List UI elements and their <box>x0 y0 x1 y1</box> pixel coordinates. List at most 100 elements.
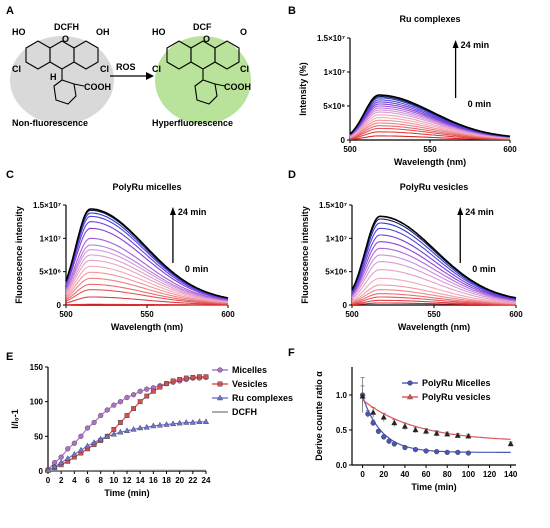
data-point <box>64 455 71 461</box>
dcf-o: O <box>240 27 247 37</box>
spectrum-curve <box>351 227 517 300</box>
x-tick-label: 20 <box>175 476 184 485</box>
data-point <box>144 386 150 392</box>
data-point <box>58 459 65 465</box>
spectrum-curve <box>351 247 517 301</box>
spectrum-curve <box>349 94 511 137</box>
x-tick-label: 22 <box>188 476 197 485</box>
y-tick-label: 1×10⁷ <box>326 234 347 243</box>
data-point <box>196 418 203 424</box>
dcfh-cl-right: Cl <box>100 64 109 74</box>
x-tick-label: 100 <box>462 470 476 479</box>
y-tick-label: 1.0 <box>336 391 348 400</box>
spectrum-curve <box>351 215 517 299</box>
data-point <box>98 412 104 419</box>
y-tick-label: 1.5×10⁷ <box>317 34 345 43</box>
y-tick-label: 0 <box>39 467 44 476</box>
data-point <box>150 422 157 429</box>
data-point <box>197 374 202 380</box>
data-point <box>433 430 440 436</box>
y-tick-label: 5×10⁶ <box>325 268 347 277</box>
x-tick-label: 0 <box>46 476 51 485</box>
x-tick-label: 8 <box>98 476 103 485</box>
data-point <box>164 381 169 387</box>
legend-label: PolyRu vesicles <box>422 392 491 402</box>
chart-title: PolyRu micelles <box>112 182 181 192</box>
spectrum-curve <box>66 303 229 306</box>
spectrum-curve <box>65 221 229 300</box>
y-tick-label: 150 <box>30 363 44 372</box>
data-point <box>375 428 382 435</box>
data-point <box>84 425 91 431</box>
data-point <box>412 447 419 453</box>
x-tick-label: 500 <box>343 145 357 154</box>
x-tick-label: 550 <box>140 310 154 319</box>
x-tick-label: 40 <box>400 470 409 479</box>
legend-label: Micelles <box>232 365 267 375</box>
data-point <box>170 420 177 427</box>
y-tick-label: 0 <box>343 301 348 310</box>
data-point <box>434 449 440 455</box>
data-point <box>183 375 189 381</box>
data-point <box>359 392 366 399</box>
data-point <box>71 440 77 446</box>
legend-label: DCFH <box>232 407 257 417</box>
data-point <box>391 441 397 447</box>
panel-letter-e: E <box>6 351 13 363</box>
data-point <box>104 432 111 439</box>
dcf-cl-right: Cl <box>240 64 249 74</box>
time-arrow-head <box>452 40 459 48</box>
data-point <box>144 393 150 399</box>
spectrum-curve <box>65 244 229 302</box>
x-tick-label: 140 <box>504 470 518 479</box>
spectrum-curve <box>351 269 517 303</box>
dcfh-ring-o: O <box>62 34 69 44</box>
dcfh-name: DCFH <box>54 22 79 32</box>
data-point <box>104 407 110 413</box>
data-point <box>391 419 398 426</box>
spectrum-curve <box>351 277 516 304</box>
y-axis-label: Fluorescence intensity <box>300 206 310 304</box>
dcf-cooh: COOH <box>224 82 251 92</box>
x-tick-label: 10 <box>109 476 118 485</box>
data-point <box>130 425 137 432</box>
x-tick-label: 16 <box>149 476 158 485</box>
dcfh-oh: OH <box>96 27 110 37</box>
time-start-label: 0 min <box>185 264 209 274</box>
dcfh-ho: HO <box>12 27 26 37</box>
data-point <box>157 384 163 390</box>
spectrum-curve <box>65 237 229 301</box>
data-point <box>402 444 408 451</box>
dcf-structure <box>166 40 240 105</box>
spectrum-curve <box>65 289 229 305</box>
time-arrow-head <box>457 207 464 215</box>
legend-swatch-marker <box>406 393 414 400</box>
dcfh-cl-left: Cl <box>12 64 21 74</box>
y-tick-label: 100 <box>30 398 44 407</box>
x-tick-label: 550 <box>423 145 437 154</box>
data-point <box>455 449 461 456</box>
data-point <box>370 420 376 426</box>
spectrum-curve <box>65 249 229 302</box>
data-point <box>202 418 210 424</box>
time-end-label: 24 min <box>178 207 207 217</box>
chart-polyru-vesicles: 500 550 600 0 5×10⁶ 1×10⁷ 1.5×10⁷ Wavelength (n… <box>300 182 523 332</box>
data-point <box>131 406 136 411</box>
x-tick-label: 80 <box>443 470 452 479</box>
x-axis-label: Wavelength (nm) <box>111 322 183 332</box>
data-point <box>137 424 144 431</box>
spectrum-curve <box>351 234 517 300</box>
data-point <box>444 449 450 456</box>
data-point <box>177 377 183 382</box>
data-point <box>130 392 137 398</box>
spectrum-curve <box>351 261 517 303</box>
data-point <box>111 402 117 408</box>
dcfh-cooh: COOH <box>84 82 111 92</box>
chart-title: PolyRu vesicles <box>400 182 469 192</box>
spectrum-curve <box>65 227 229 300</box>
y-tick-label: 1.5×10⁷ <box>33 201 61 210</box>
data-point <box>183 419 190 425</box>
x-tick-label: 600 <box>503 145 517 154</box>
time-arrow-head <box>169 207 176 215</box>
